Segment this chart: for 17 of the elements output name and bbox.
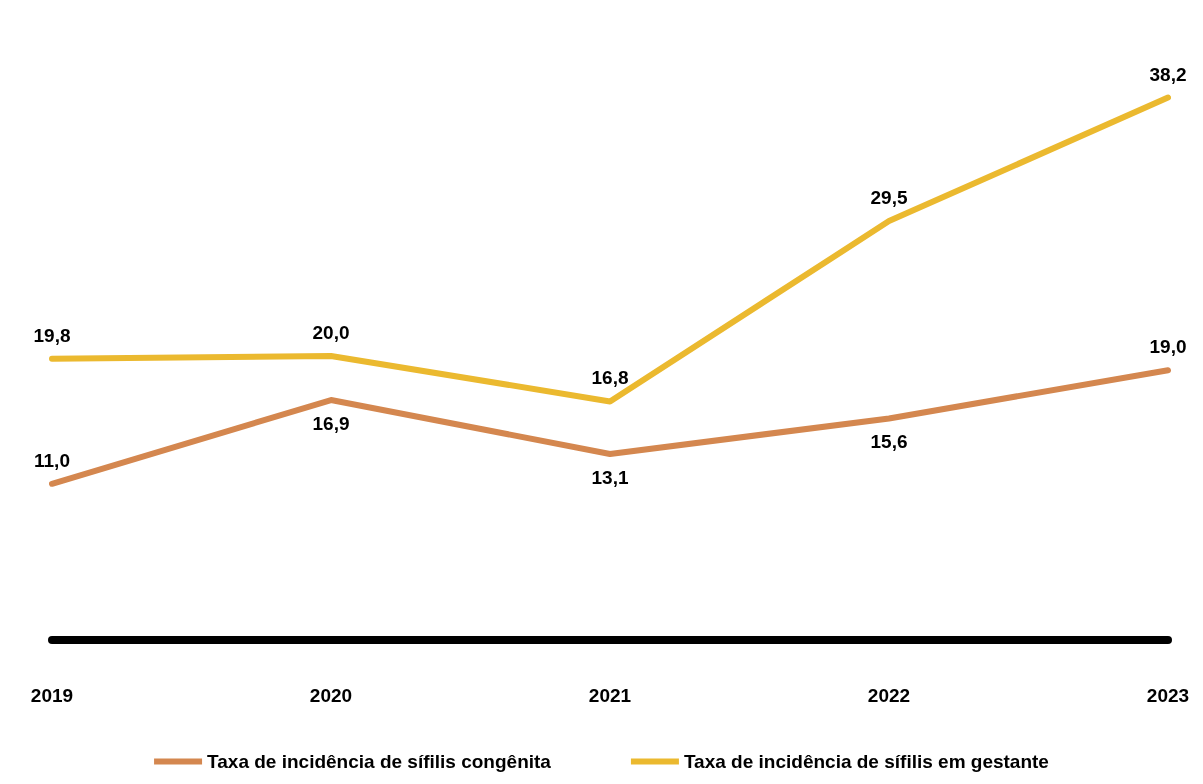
data-label: 19,0: [1149, 336, 1187, 358]
legend-label: Taxa de incidência de sífilis em gestante: [683, 751, 1049, 772]
legend-label: Taxa de incidência de sífilis congênita: [207, 751, 552, 772]
x-tick-label: 2019: [30, 685, 74, 706]
data-label: 15,6: [870, 431, 908, 453]
x-tick-label: 2023: [1146, 685, 1190, 706]
data-label: 29,5: [870, 187, 908, 209]
data-label: 11,0: [34, 449, 70, 471]
x-tick-label: 2020: [309, 685, 353, 706]
data-label: 20,0: [312, 322, 350, 343]
data-label: 13,1: [591, 466, 629, 488]
data-label: 16,9: [312, 413, 350, 435]
data-label: 19,8: [33, 324, 71, 346]
x-tick-label: 2022: [867, 685, 911, 706]
x-tick-label: 2021: [588, 685, 632, 706]
data-label: 16,8: [591, 367, 629, 389]
data-label: 38,2: [1149, 63, 1187, 85]
